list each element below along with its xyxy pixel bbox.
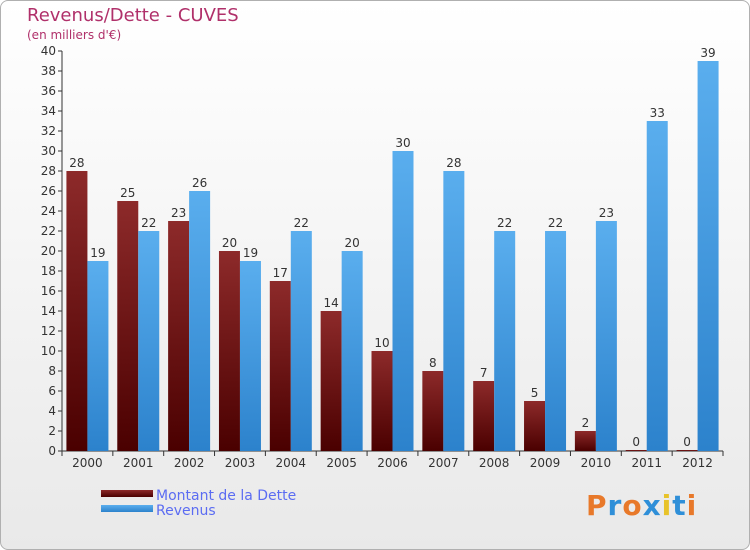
bar-dette [66,171,88,451]
bar-value-label: 19 [243,246,258,260]
legend: Montant de la Dette Revenus [101,488,296,519]
bar-dette [269,281,291,451]
bar-dette [676,450,698,451]
bars [66,61,719,451]
x-tick-label: 2006 [377,456,408,470]
x-tick-label: 2003 [225,456,256,470]
legend-label-dette: Montant de la Dette [156,488,296,504]
bar-value-label: 22 [497,216,512,230]
bar-value-label: 22 [294,216,309,230]
bar-value-label: 8 [429,356,437,370]
bar-value-label: 23 [171,206,186,220]
bar-revenus [290,231,312,451]
y-tick-label: 26 [41,184,56,198]
bar-value-label: 28 [446,156,461,170]
y-tick-label: 36 [41,84,56,98]
x-tick-label: 2011 [631,456,662,470]
bar-dette [473,381,495,451]
x-tick-label: 2002 [174,456,205,470]
bar-revenus [646,121,668,451]
bar-value-label: 7 [480,366,488,380]
bar-value-label: 10 [374,336,389,350]
bar-value-label: 22 [141,216,156,230]
x-tick-label: 2012 [682,456,713,470]
x-tick-label: 2004 [276,456,307,470]
x-tick-label: 2009 [530,456,561,470]
y-tick-label: 14 [41,304,56,318]
bar-value-label: 25 [120,186,135,200]
bar-value-label: 22 [548,216,563,230]
bar-dette [524,401,546,451]
bar-dette [168,221,190,451]
y-tick-label: 10 [41,344,56,358]
bar-dette [117,201,139,451]
legend-swatch-dette [101,490,153,497]
y-tick-label: 16 [41,284,56,298]
bar-dette [218,251,240,451]
bar-revenus [87,261,109,451]
bar-value-label: 23 [599,206,614,220]
bar-value-label: 28 [69,156,84,170]
bar-revenus [494,231,516,451]
bar-value-label: 17 [273,266,288,280]
bar-value-label: 0 [683,435,691,449]
y-tick-label: 2 [48,424,56,438]
y-tick-label: 8 [48,364,56,378]
y-tick-label: 24 [41,204,56,218]
bar-revenus [239,261,261,451]
chart-title: Revenus/Dette - CUVES [27,5,239,26]
legend-swatch-revenus [101,505,153,512]
bar-revenus [138,231,160,451]
y-tick-label: 32 [41,124,56,138]
y-tick-label: 22 [41,224,56,238]
bar-dette [574,431,596,451]
bar-revenus [697,61,719,451]
x-tick-label: 2001 [123,456,154,470]
bar-value-label: 19 [90,246,105,260]
bar-revenus [545,231,567,451]
chart-subtitle: (en milliers d'€) [27,28,122,42]
y-tick-label: 34 [41,104,56,118]
bar-revenus [595,221,617,451]
y-tick-label: 38 [41,64,56,78]
legend-label-revenus: Revenus [156,503,216,519]
bar-value-label: 14 [324,296,339,310]
y-tick-label: 6 [48,384,56,398]
bar-dette [625,450,647,451]
bar-value-label: 39 [700,46,715,60]
y-tick-label: 12 [41,324,56,338]
x-tick-label: 2005 [326,456,357,470]
x-tick-label: 2010 [581,456,612,470]
bar-value-label: 20 [222,236,237,250]
bar-dette [371,351,393,451]
bar-value-label: 26 [192,176,207,190]
bar-value-label: 30 [395,136,410,150]
data-labels: 2819252223262019172214201030828722522223… [69,46,715,449]
bar-revenus [189,191,211,451]
y-tick-label: 28 [41,164,56,178]
y-tick-label: 30 [41,144,56,158]
y-tick-label: 0 [48,444,56,458]
bar-value-label: 2 [582,416,590,430]
y-tick-label: 4 [48,404,56,418]
x-tick-label: 2008 [479,456,510,470]
bar-dette [320,311,342,451]
bar-dette [422,371,444,451]
y-tick-label: 20 [41,244,56,258]
bar-value-label: 5 [531,386,539,400]
x-tick-label: 2000 [72,456,103,470]
y-tick-label: 40 [41,44,56,58]
bar-value-label: 20 [345,236,360,250]
bar-revenus [392,151,414,451]
bar-revenus [341,251,363,451]
x-tick-label: 2007 [428,456,459,470]
proxiti-logo: Proxiti [586,489,698,522]
bar-value-label: 0 [632,435,640,449]
bar-revenus [443,171,465,451]
bar-value-label: 33 [650,106,665,120]
y-tick-label: 18 [41,264,56,278]
